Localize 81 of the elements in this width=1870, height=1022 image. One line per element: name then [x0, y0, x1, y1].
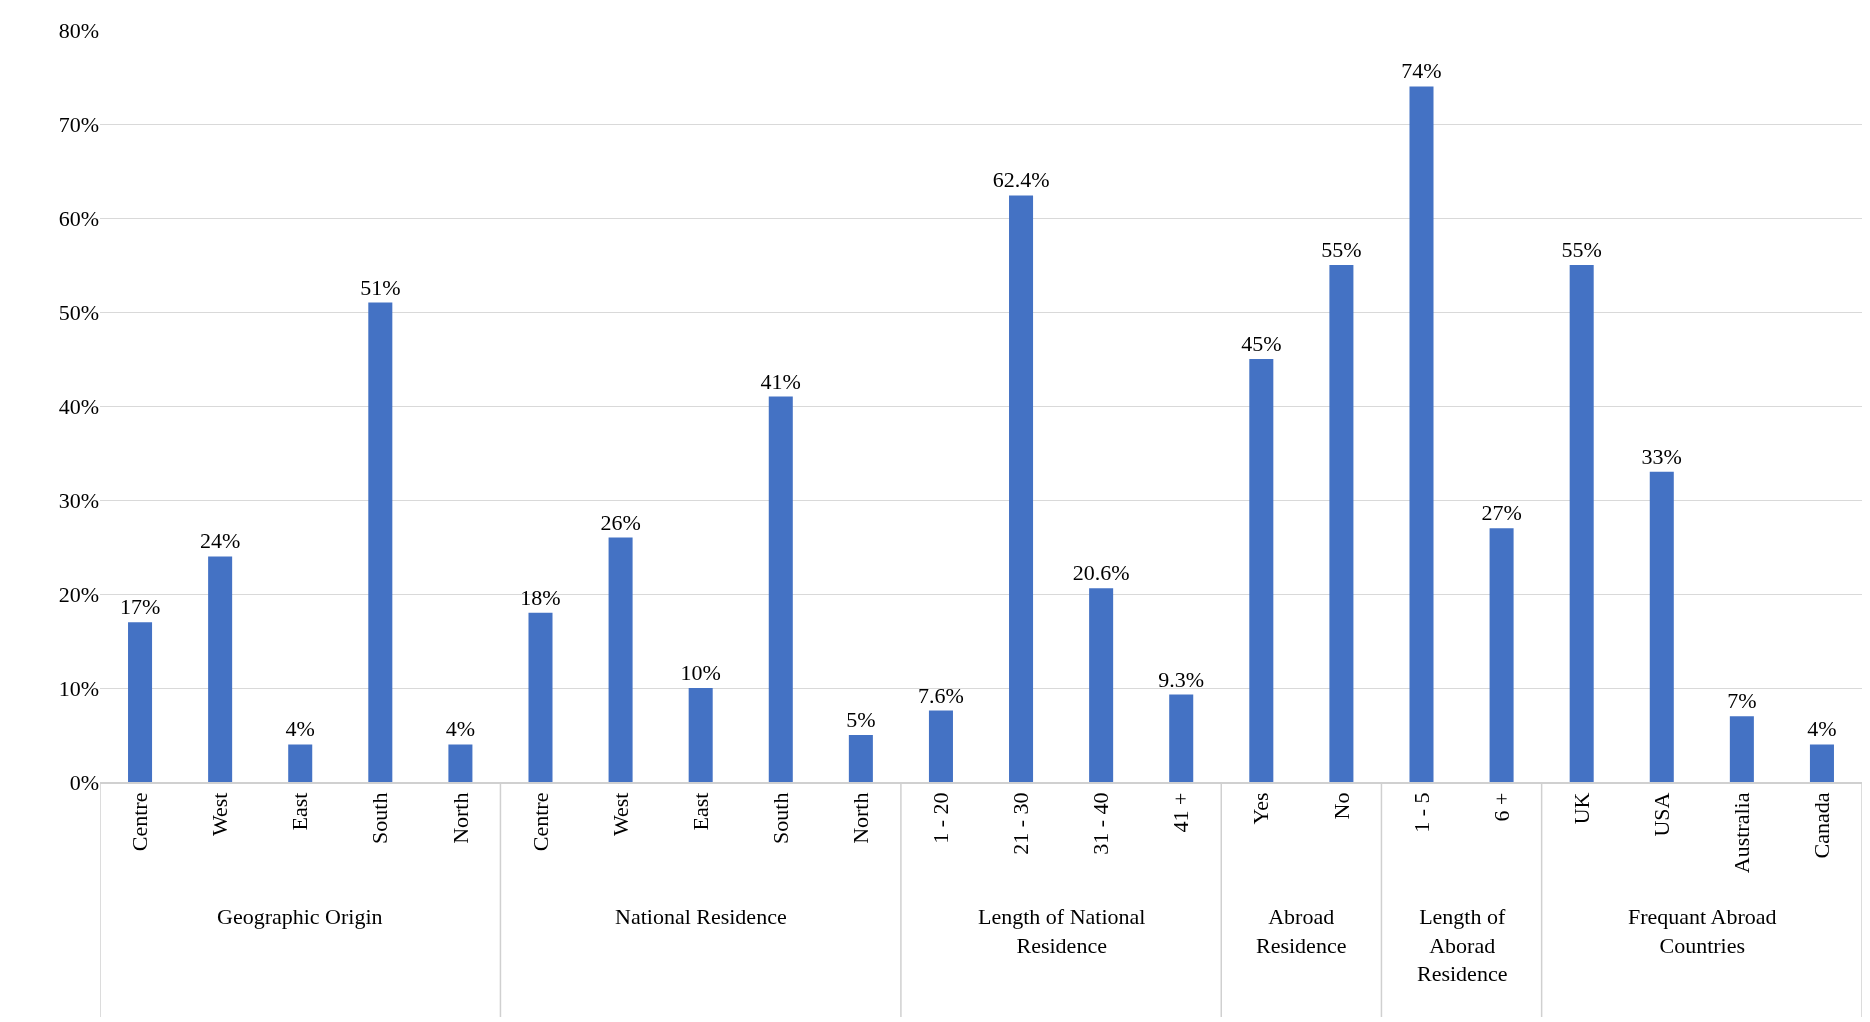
text: Frequant Abroad Countries: [1628, 904, 1777, 958]
x-tick-label: South: [367, 792, 393, 844]
data-label: 26%: [600, 509, 641, 535]
data-label: 74%: [1401, 58, 1442, 84]
bar: [768, 396, 793, 782]
bar: [128, 622, 153, 782]
data-label: 7.6%: [918, 682, 964, 708]
x-tick-label: Canada: [1809, 792, 1835, 859]
bar: [1409, 86, 1434, 782]
bar: [1649, 471, 1674, 782]
bar: [1089, 588, 1114, 782]
text: Abroad Residence: [1256, 904, 1347, 958]
data-label: 45%: [1241, 331, 1282, 356]
x-tick-label: North: [447, 792, 473, 844]
x-tick-label: North: [848, 792, 874, 844]
bar: [1809, 744, 1834, 782]
y-tick-label: 20%: [58, 581, 99, 607]
bar: [1569, 265, 1594, 782]
bar: [528, 612, 553, 782]
data-label: 18%: [520, 584, 561, 610]
x-tick-label: 1 - 5: [1408, 792, 1434, 833]
x-tick-label: West: [207, 792, 233, 836]
bar: [1009, 195, 1034, 782]
x-tick-label: 21 - 30: [1008, 792, 1034, 855]
bar: [608, 537, 633, 782]
x-tick-label: Yes: [1248, 792, 1274, 825]
bar: [1169, 694, 1194, 782]
bar: [1249, 359, 1274, 782]
x-tick-label: 41 +: [1168, 792, 1194, 833]
data-label: 5%: [846, 707, 876, 732]
y-tick-label: 0%: [69, 769, 99, 795]
y-tick-label: 60%: [58, 205, 99, 231]
x-tick-label: USA: [1648, 792, 1674, 837]
y-tick-label: 30%: [58, 487, 99, 513]
text: Length of National Residence: [978, 904, 1146, 958]
y-tick-label: 80%: [58, 17, 99, 43]
bar: [1729, 716, 1754, 782]
x-tick-label: No: [1328, 792, 1354, 820]
x-tick-label: Australia: [1729, 792, 1755, 874]
x-tick-label: UK: [1568, 792, 1594, 825]
text: Length of Aborad Residence: [1417, 904, 1508, 987]
data-label: 10%: [680, 660, 721, 685]
bar: [288, 744, 313, 782]
y-tick-label: 50%: [58, 299, 99, 325]
data-label: 17%: [119, 594, 161, 620]
data-label: 55%: [1321, 237, 1362, 262]
y-tick-label: 10%: [58, 675, 99, 701]
data-label: 7%: [1727, 688, 1757, 714]
data-label: 55%: [1561, 237, 1602, 262]
x-tick-label: East: [287, 792, 313, 831]
data-label: 41%: [760, 368, 801, 394]
y-tick-label: 70%: [58, 111, 99, 137]
data-label: 24%: [199, 528, 241, 554]
data-label: 51%: [360, 274, 401, 300]
x-tick-label: 1 - 20: [928, 792, 954, 844]
data-label: 20.6%: [1072, 560, 1130, 586]
bar: [1329, 265, 1354, 782]
text: Geographic Origin: [217, 904, 383, 929]
data-label: 4%: [285, 716, 315, 742]
bar: [1489, 528, 1514, 782]
bar: [208, 556, 233, 782]
y-tick-label: 40%: [58, 393, 99, 419]
x-tick-label: 31 - 40: [1088, 792, 1114, 855]
x-tick-label: Centre: [127, 792, 153, 852]
x-tick-label: 6 +: [1488, 792, 1514, 822]
data-label: 9.3%: [1158, 666, 1205, 692]
x-tick-label: East: [687, 792, 713, 831]
bar: [688, 688, 713, 782]
bar: [368, 302, 393, 782]
data-label: 62.4%: [992, 167, 1050, 193]
bar: [928, 710, 953, 782]
data-label: 27%: [1481, 500, 1522, 526]
text: National Residence: [615, 904, 787, 929]
x-tick-label: West: [607, 792, 633, 836]
data-label: 4%: [445, 716, 476, 742]
x-tick-label: South: [767, 792, 793, 844]
data-label: 33%: [1641, 443, 1682, 469]
bar: [848, 735, 873, 782]
data-label: 4%: [1807, 716, 1837, 742]
bar: [448, 744, 473, 782]
x-tick-label: Centre: [527, 792, 553, 852]
